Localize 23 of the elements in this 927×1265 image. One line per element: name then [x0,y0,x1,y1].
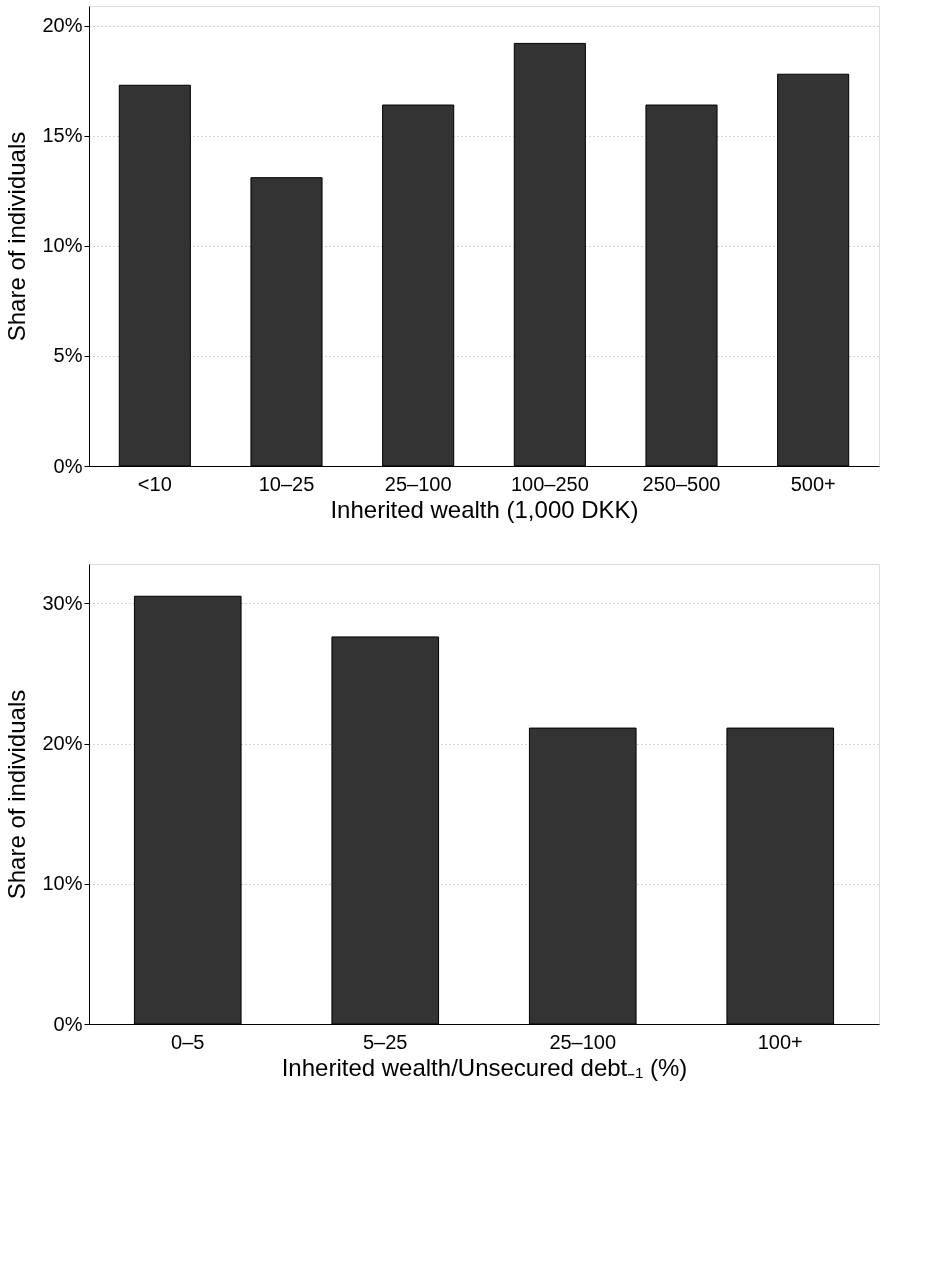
y-tick-label: 10% [42,872,83,895]
x-axis-title: Inherited wealth/Unsecured debt₋₁ (%) [281,1053,688,1081]
x-axis-title: Inherited wealth (1,000 DKK) [330,495,639,523]
x-tick-label: 0–5 [171,1030,205,1053]
y-tick-label: 15% [42,124,83,147]
y-tick-label: 20% [42,732,83,755]
y-tick-label: 20% [42,14,83,37]
y-tick-label: 0% [53,1012,83,1035]
x-tick-label: 100+ [757,1030,803,1053]
y-tick-label: 10% [42,234,83,257]
y-tick-label: 0% [53,454,83,477]
x-tick-label: 250–500 [642,472,721,495]
y-axis-title: Share of individuals [3,131,31,342]
y-tick-label: 5% [53,344,83,367]
y-axis-title: Share of individuals [3,689,31,900]
x-tick-label: 5–25 [363,1030,408,1053]
y-tick-label: 30% [42,591,83,614]
x-tick-label: <10 [137,472,172,495]
x-tick-label: 100–250 [510,472,589,495]
x-tick-label: 500+ [790,472,836,495]
x-tick-label: 25–100 [549,1030,617,1053]
x-tick-label: 25–100 [384,472,452,495]
x-tick-label: 10–25 [258,472,315,495]
